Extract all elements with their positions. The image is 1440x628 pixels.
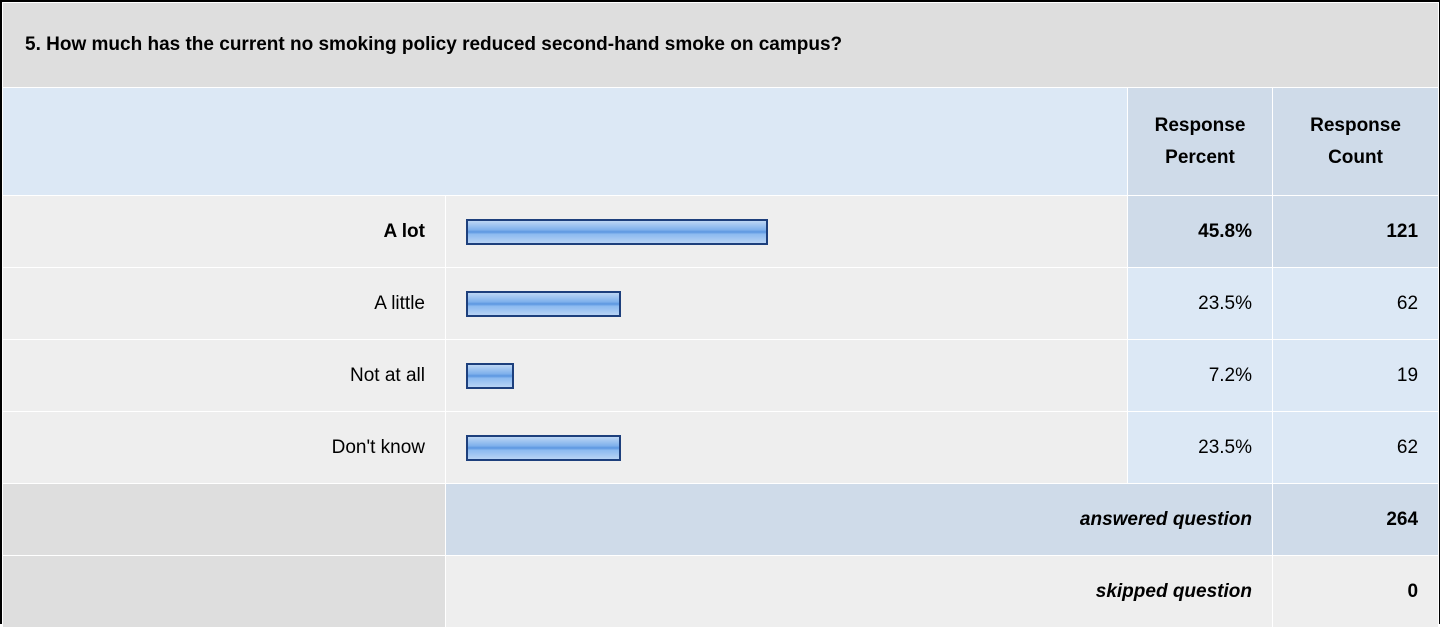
bar-cell bbox=[445, 339, 1128, 412]
answer-row: A lot 45.8% 121 bbox=[2, 195, 1440, 268]
answer-row: Don't know 23.5% 62 bbox=[2, 411, 1440, 484]
bar bbox=[466, 290, 622, 317]
header-blank bbox=[2, 87, 1128, 196]
response-count: 121 bbox=[1271, 195, 1440, 268]
answer-label: Not at all bbox=[2, 339, 446, 412]
bar-cell bbox=[445, 195, 1128, 268]
summary-label: answered question bbox=[445, 483, 1273, 556]
bar bbox=[466, 362, 514, 389]
response-percent: 23.5% bbox=[1127, 411, 1273, 484]
summary-count: 264 bbox=[1271, 483, 1440, 556]
header-count: Response Count bbox=[1271, 87, 1440, 196]
response-count: 62 bbox=[1271, 267, 1440, 340]
response-count: 19 bbox=[1271, 339, 1440, 412]
answer-label: A lot bbox=[2, 195, 446, 268]
header-percent: Response Percent bbox=[1127, 87, 1273, 196]
summary-row: answered question 264 bbox=[2, 483, 1440, 556]
summary-row: skipped question 0 bbox=[2, 555, 1440, 628]
bar bbox=[466, 218, 769, 245]
bar-cell bbox=[445, 267, 1128, 340]
question-title: 5. How much has the current no smoking p… bbox=[1, 2, 1440, 88]
summary-label: skipped question bbox=[445, 555, 1273, 628]
summary-count: 0 bbox=[1271, 555, 1440, 628]
response-percent: 23.5% bbox=[1127, 267, 1273, 340]
answer-label: A little bbox=[2, 267, 446, 340]
response-percent: 45.8% bbox=[1127, 195, 1273, 268]
summary-blank bbox=[2, 555, 446, 628]
answer-row: Not at all 7.2% 19 bbox=[2, 339, 1440, 412]
response-percent: 7.2% bbox=[1127, 339, 1273, 412]
answer-label: Don't know bbox=[2, 411, 446, 484]
answer-row: A little 23.5% 62 bbox=[2, 267, 1440, 340]
bar-cell bbox=[445, 411, 1128, 484]
bar bbox=[466, 434, 622, 461]
summary-blank bbox=[2, 483, 446, 556]
response-count: 62 bbox=[1271, 411, 1440, 484]
